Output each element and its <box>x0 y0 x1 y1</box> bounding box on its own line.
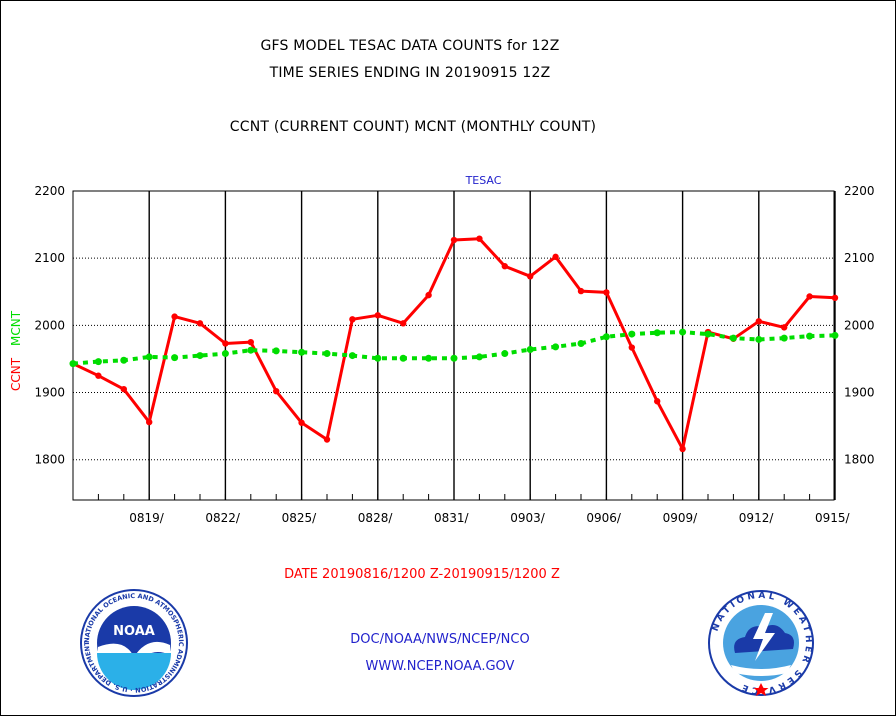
y-tick-label-right: 2100 <box>844 251 875 265</box>
y-tick-label-right: 1900 <box>844 386 875 400</box>
data-point-ccnt <box>450 236 458 244</box>
nws-lightning-icon <box>753 613 775 661</box>
y-tick-label-left: 1800 <box>34 453 65 467</box>
data-point-ccnt <box>755 318 762 325</box>
x-tick-label: 0912/ <box>739 511 775 525</box>
y-tick-label-left: 2000 <box>34 318 65 332</box>
x-tick-label: 0819/ <box>129 511 165 525</box>
x-tick-label: 0825/ <box>282 511 318 525</box>
x-tick-label: 0909/ <box>663 511 699 525</box>
x-tick-label: 0903/ <box>510 511 546 525</box>
data-point-mcnt <box>780 334 788 342</box>
chart-title-line-2: TIME SERIES ENDING IN 20190915 12Z <box>269 65 551 81</box>
y-tick-label-left: 2200 <box>34 184 65 198</box>
data-point-ccnt <box>273 387 280 395</box>
y-tick-label-left: 2100 <box>34 251 65 265</box>
data-point-ccnt <box>577 287 585 295</box>
data-point-mcnt <box>755 335 763 343</box>
y-axis-label-mcnt: MCNT <box>9 310 23 346</box>
data-point-mcnt <box>94 358 102 366</box>
chart-title-line-3: CCNT (CURRENT COUNT) MCNT (MONTHLY COUNT… <box>229 119 597 135</box>
data-point-ccnt <box>527 273 534 280</box>
data-point-ccnt <box>298 419 305 426</box>
data-point-ccnt <box>628 344 635 351</box>
data-point-ccnt <box>781 324 788 331</box>
y-tick-label-right: 1800 <box>844 453 875 467</box>
x-tick-label: 0831/ <box>434 511 470 525</box>
data-point-ccnt <box>222 340 229 347</box>
data-point-ccnt <box>552 253 559 261</box>
y-tick-label-left: 1900 <box>34 386 65 400</box>
x-tick-label: 0828/ <box>358 511 394 525</box>
data-point-ccnt <box>679 445 686 453</box>
data-point-ccnt <box>196 320 204 327</box>
data-point-ccnt <box>501 263 508 270</box>
data-point-mcnt <box>145 353 153 361</box>
data-point-ccnt <box>146 418 153 426</box>
panel-title: TESAC <box>465 174 502 187</box>
data-point-ccnt <box>349 316 356 323</box>
data-point-mcnt <box>450 354 458 362</box>
data-point-mcnt <box>171 354 179 362</box>
nws-logo: NATIONAL WEATHER SERVICE <box>708 590 814 696</box>
data-point-mcnt <box>348 352 356 360</box>
data-point-mcnt <box>806 332 814 340</box>
x-tick-label: 0906/ <box>586 511 622 525</box>
data-point-mcnt <box>628 330 636 338</box>
x-tick-label: 0822/ <box>205 511 241 525</box>
data-point-mcnt <box>399 354 407 362</box>
data-point-mcnt <box>602 333 610 341</box>
y-tick-label-right: 2200 <box>844 184 875 198</box>
data-point-ccnt <box>425 291 432 299</box>
data-point-ccnt <box>603 289 610 296</box>
nws-star-icon <box>753 683 769 696</box>
data-point-mcnt <box>577 339 585 347</box>
y-axis-label-ccnt: CCNT <box>9 357 23 391</box>
data-point-mcnt <box>475 353 483 361</box>
data-point-mcnt <box>425 354 433 362</box>
data-point-mcnt <box>272 347 280 355</box>
data-point-mcnt <box>552 343 560 351</box>
chart-title-line-1: GFS MODEL TESAC DATA COUNTS for 12Z <box>260 38 560 54</box>
data-point-mcnt <box>69 360 77 368</box>
noaa-logo-text: NOAA <box>113 624 155 639</box>
data-point-mcnt <box>323 350 331 358</box>
footer-org-link[interactable]: DOC/NOAA/NWS/NCEP/NCO <box>350 632 530 647</box>
data-point-mcnt <box>831 331 839 339</box>
y-axis-label-group: CCNT MCNT <box>9 310 23 391</box>
data-point-mcnt <box>729 334 737 342</box>
data-point-ccnt <box>400 320 407 327</box>
data-point-mcnt <box>120 356 128 364</box>
x-axis-label: DATE 20190816/1200 Z-20190915/1200 Z <box>284 567 560 582</box>
data-point-mcnt <box>526 346 534 354</box>
noaa-gull-icon <box>98 641 170 669</box>
y-tick-label-right: 2000 <box>844 318 875 332</box>
footer-website-link[interactable]: WWW.NCEP.NOAA.GOV <box>365 659 515 674</box>
data-point-ccnt <box>323 436 331 443</box>
data-point-ccnt <box>95 372 102 379</box>
data-point-mcnt <box>374 354 382 362</box>
data-point-mcnt <box>298 348 306 356</box>
data-point-ccnt <box>654 398 661 405</box>
data-point-mcnt <box>653 329 661 337</box>
nws-wave-icon <box>731 665 791 676</box>
data-point-ccnt <box>476 235 483 242</box>
data-point-mcnt <box>679 328 687 336</box>
data-point-ccnt <box>247 338 254 346</box>
data-point-ccnt <box>120 385 128 393</box>
data-point-ccnt <box>806 293 813 300</box>
x-tick-label: 0915/ <box>815 511 851 525</box>
data-point-mcnt <box>247 346 255 354</box>
data-point-mcnt <box>221 350 229 358</box>
data-point-mcnt <box>501 350 509 358</box>
data-point-ccnt <box>374 312 381 319</box>
noaa-logo-water <box>97 653 171 690</box>
data-point-mcnt <box>704 330 712 338</box>
data-point-mcnt <box>196 352 204 360</box>
data-point-ccnt <box>171 313 178 320</box>
data-point-ccnt <box>831 294 839 302</box>
